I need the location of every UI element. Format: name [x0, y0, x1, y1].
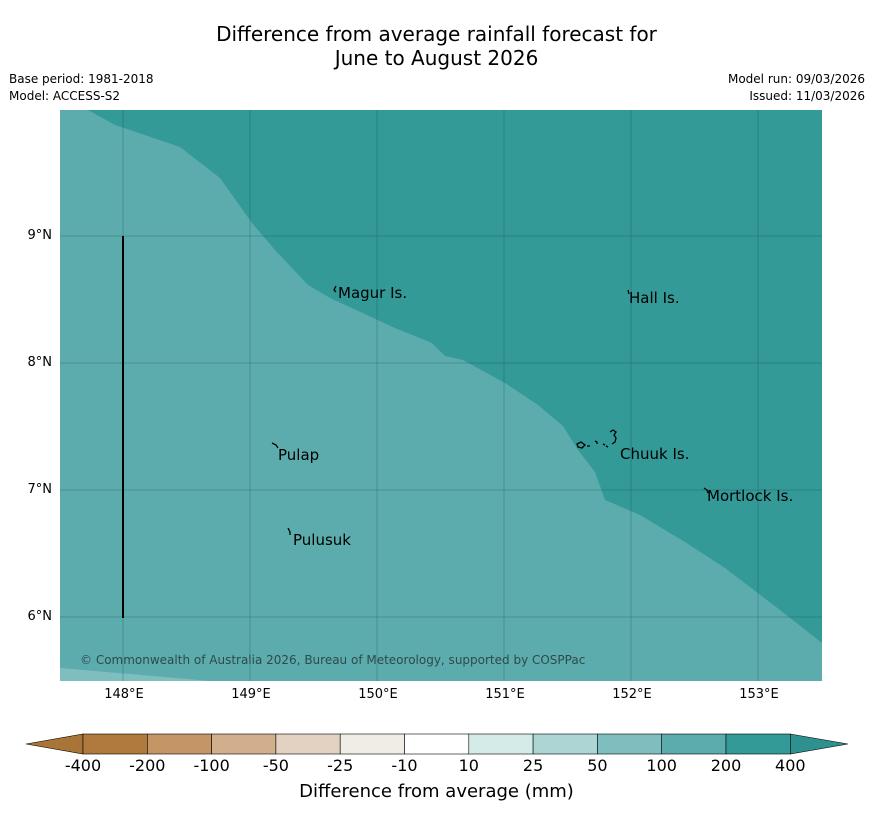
island-mortlock — [703, 487, 709, 494]
colorbar-segment — [468, 733, 534, 755]
lon-label-150e: 150°E — [358, 687, 398, 702]
colorbar-segment — [82, 733, 148, 755]
lon-label-151e: 151°E — [485, 687, 525, 702]
colorbar-tick-label: 400 — [775, 756, 806, 775]
place-label-magur: Magur Is. — [338, 284, 408, 302]
map-band-50-100 — [60, 668, 210, 681]
colorbar-tick-label: 200 — [710, 756, 742, 775]
place-label-mortlock: Mortlock Is. — [707, 487, 794, 505]
colorbar-tick-label: 10 — [458, 756, 479, 775]
issued-date: Issued: 11/03/2026 — [749, 89, 865, 103]
island-chuuk — [576, 429, 617, 449]
colorbar-tick-label: -100 — [193, 756, 230, 775]
colorbar-label: Difference from average (mm) — [299, 781, 574, 802]
lon-label-152e: 152°E — [612, 687, 652, 702]
colorbar-segment — [725, 733, 791, 755]
colorbar-arrow-high — [789, 733, 849, 755]
island-outlines — [271, 285, 709, 535]
copyright-notice: © Commonwealth of Australia 2026, Bureau… — [80, 653, 586, 667]
colorbar-segment — [211, 733, 277, 755]
lat-label-8n: 8°N — [27, 355, 53, 370]
island-pulap — [271, 442, 279, 449]
model-name: Model: ACCESS-S2 — [9, 89, 121, 103]
map-area[interactable] — [60, 110, 822, 681]
colorbar-segment — [661, 733, 727, 755]
colorbar-tick-label: -10 — [391, 756, 418, 775]
colorbar-tick-label: 50 — [587, 756, 608, 775]
colorbar-segment — [404, 733, 470, 755]
lat-label-7n: 7°N — [27, 482, 53, 497]
base-period: Base period: 1981-2018 — [9, 72, 154, 86]
colorbar-segment — [275, 733, 341, 755]
colorbar-tick-label: -200 — [129, 756, 166, 775]
colorbar-segment — [339, 733, 405, 755]
meta-right: Model run: 09/03/2026 Issued: 11/03/2026 — [728, 71, 865, 105]
place-label-pulusuk: Pulusuk — [293, 531, 351, 549]
map-canvas — [60, 110, 822, 681]
colorbar-tick-label: -400 — [64, 756, 102, 775]
place-label-pulap: Pulap — [278, 446, 320, 464]
lat-label-6n: 6°N — [27, 609, 53, 624]
map-band-200-400 — [88, 110, 822, 643]
map-title-line2: June to August 2026 — [334, 46, 539, 70]
lon-label-149e: 149°E — [231, 687, 271, 702]
place-label-chuuk: Chuuk Is. — [620, 445, 690, 463]
colorbar-tick-label: 25 — [522, 756, 544, 775]
colorbar-tick-label: 100 — [646, 756, 677, 775]
map-title: Difference from average rainfall forecas… — [0, 22, 873, 70]
colorbar-tick-label: -50 — [262, 756, 289, 775]
lon-label-148e: 148°E — [104, 687, 144, 702]
map-title-line1: Difference from average rainfall forecas… — [216, 22, 657, 46]
island-hall — [627, 289, 630, 295]
lat-label-9n: 9°N — [27, 228, 53, 243]
meta-left: Base period: 1981-2018 Model: ACCESS-S2 — [9, 71, 154, 105]
colorbar-tick-label: -25 — [327, 756, 354, 775]
colorbar-arrow-low — [25, 733, 84, 755]
colorbar-segment — [597, 733, 663, 755]
colorbar — [25, 733, 849, 755]
island-pulusuk — [287, 527, 291, 535]
graticule — [60, 110, 822, 681]
colorbar-segment — [147, 733, 212, 755]
model-run: Model run: 09/03/2026 — [727, 72, 865, 86]
colorbar-segment — [532, 733, 598, 755]
place-label-hall: Hall Is. — [629, 289, 680, 307]
island-magur — [333, 285, 337, 293]
lon-label-153e: 153°E — [739, 687, 779, 702]
